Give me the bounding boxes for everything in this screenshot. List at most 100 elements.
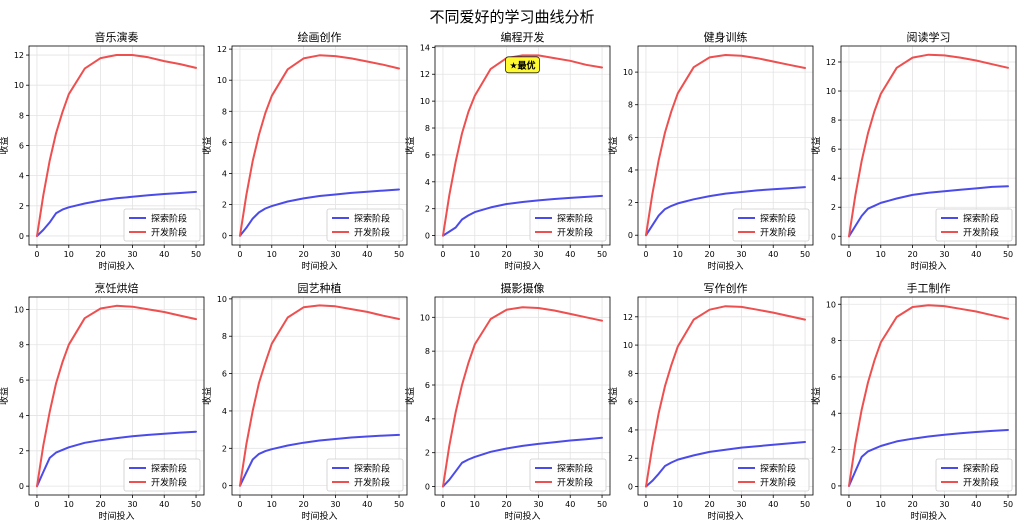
x-axis-label: 时间投入 <box>301 510 337 522</box>
series-line-exploit <box>36 54 197 237</box>
plot-frame <box>231 45 408 246</box>
x-tick-label: 40 <box>768 500 778 509</box>
y-tick-label: 12 <box>217 45 227 54</box>
x-tick-label: 10 <box>64 250 74 259</box>
legend-label-explore: 探索阶段 <box>557 213 593 225</box>
x-tick-label: 50 <box>1003 250 1013 259</box>
y-tick-label: 2 <box>831 446 836 455</box>
legend-label-exploit: 开发阶段 <box>557 477 593 489</box>
x-tick-label: 40 <box>971 250 981 259</box>
series-line-exploit <box>848 53 1009 238</box>
x-tick-label: 30 <box>127 250 137 259</box>
x-tick-label: 40 <box>362 500 372 509</box>
plot-frame <box>840 45 1017 246</box>
y-tick-label: 12 <box>623 313 633 322</box>
y-tick-label: 8 <box>19 111 24 120</box>
y-axis-label: 收益 <box>201 136 213 154</box>
y-tick-label: 10 <box>623 341 633 350</box>
y-axis-label: 收益 <box>810 387 822 405</box>
y-tick-label: 4 <box>222 407 227 416</box>
plot-frame <box>637 296 814 496</box>
legend-label-exploit: 开发阶段 <box>354 227 390 239</box>
y-tick-label: 0 <box>19 482 24 491</box>
series-line-explore <box>848 429 1009 487</box>
y-tick-label: 8 <box>831 337 836 346</box>
annotation-label: ★最优 <box>509 59 535 71</box>
legend-label-exploit: 开发阶段 <box>557 227 593 239</box>
y-tick-label: 10 <box>420 97 430 106</box>
y-tick-label: 6 <box>831 373 836 382</box>
plot-frame <box>840 296 1017 496</box>
y-tick-label: 2 <box>425 449 430 458</box>
series-line-exploit <box>239 54 400 237</box>
y-tick-label: 0 <box>425 232 430 241</box>
x-tick-label: 50 <box>597 250 607 259</box>
x-tick-label: 50 <box>800 250 810 259</box>
legend-label-explore: 探索阶段 <box>151 213 187 225</box>
y-tick-label: 6 <box>222 370 227 379</box>
series-line-explore <box>36 190 197 237</box>
y-tick-label: 6 <box>628 133 633 142</box>
y-tick-label: 6 <box>425 381 430 390</box>
plot-frame <box>28 296 205 496</box>
x-tick-label: 10 <box>673 250 683 259</box>
plot-frame <box>434 45 611 246</box>
x-tick-label: 20 <box>907 250 917 259</box>
x-tick-label: 50 <box>394 500 404 509</box>
y-tick-label: 8 <box>19 341 24 350</box>
x-axis-label: 时间投入 <box>98 510 134 522</box>
annotation-badge <box>505 56 540 74</box>
y-tick-label: 10 <box>217 76 227 85</box>
y-tick-label: 12 <box>420 70 430 79</box>
y-tick-label: 0 <box>628 483 633 492</box>
series-line-exploit <box>442 54 603 237</box>
y-tick-label: 12 <box>14 51 24 60</box>
x-tick-label: 40 <box>362 250 372 259</box>
series-line-explore <box>645 186 806 237</box>
x-tick-label: 50 <box>800 500 810 509</box>
y-tick-label: 2 <box>222 444 227 453</box>
y-tick-label: 4 <box>831 174 836 183</box>
y-tick-label: 0 <box>831 232 836 241</box>
y-axis-label: 收益 <box>607 136 619 154</box>
y-tick-label: 10 <box>14 81 24 90</box>
x-tick-label: 10 <box>64 500 74 509</box>
y-tick-label: 6 <box>831 145 836 154</box>
y-tick-label: 2 <box>628 454 633 463</box>
x-tick-label: 20 <box>95 250 105 259</box>
x-axis-label: 时间投入 <box>504 260 540 272</box>
legend-label-exploit: 开发阶段 <box>963 477 999 489</box>
y-tick-label: 2 <box>19 202 24 211</box>
plot-frame <box>637 45 814 246</box>
chart-title: 写作创作 <box>704 282 748 295</box>
x-tick-label: 10 <box>267 250 277 259</box>
series-line-exploit <box>848 304 1009 487</box>
legend-label-explore: 探索阶段 <box>354 463 390 475</box>
y-axis-label: 收益 <box>404 387 416 405</box>
y-tick-label: 10 <box>14 305 24 314</box>
y-tick-label: 0 <box>19 232 24 241</box>
series-line-exploit <box>645 54 806 237</box>
legend-label-explore: 探索阶段 <box>760 463 796 475</box>
series-line-explore <box>442 436 603 488</box>
legend-label-exploit: 开发阶段 <box>354 477 390 489</box>
x-tick-label: 10 <box>673 500 683 509</box>
y-tick-label: 6 <box>19 142 24 151</box>
y-tick-label: 6 <box>628 398 633 407</box>
x-tick-label: 10 <box>876 250 886 259</box>
y-tick-label: 4 <box>19 411 24 420</box>
legend-label-exploit: 开发阶段 <box>760 477 796 489</box>
series-line-explore <box>239 188 400 237</box>
series-line-exploit <box>442 306 603 488</box>
y-tick-label: 10 <box>217 295 227 304</box>
